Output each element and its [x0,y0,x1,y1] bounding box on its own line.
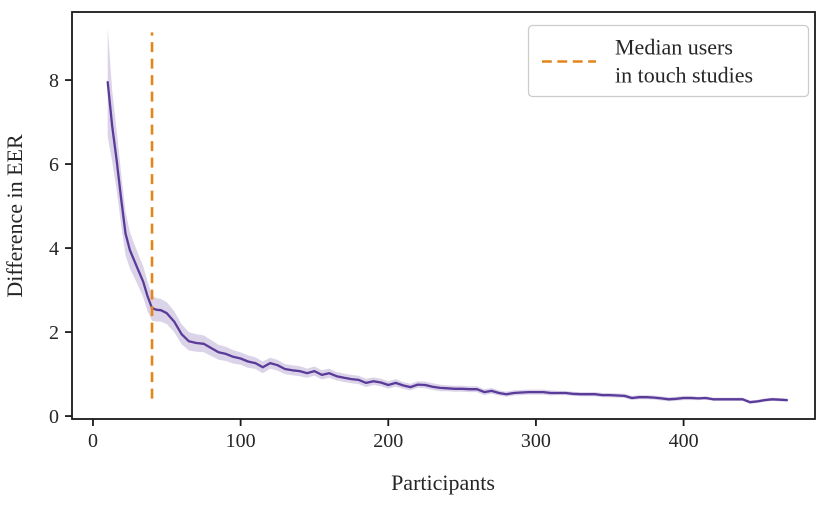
x-tick-label: 0 [88,430,98,452]
x-tick-label: 400 [669,430,699,452]
y-tick-label: 0 [49,406,59,428]
y-axis-tick-labels: 0 2 4 6 8 [49,70,59,428]
x-tick-label: 100 [226,430,256,452]
y-tick-label: 6 [49,154,59,176]
x-tick-label: 200 [373,430,403,452]
y-axis-label: Difference in EER [2,134,27,298]
x-axis-label: Participants [391,470,495,495]
y-axis-ticks [65,79,72,417]
legend: Median users in touch studies [527,24,810,98]
axes-spines [71,11,816,420]
y-tick-label: 4 [49,238,59,260]
x-axis-tick-labels: 0 100 200 300 400 [88,430,699,452]
x-axis-ticks [92,419,685,426]
legend-label-line1: Median users [615,35,733,60]
series-line [106,80,789,404]
y-tick-label: 2 [49,322,59,344]
legend-label-line2: in touch studies [615,63,753,88]
x-tick-label: 300 [521,430,551,452]
y-tick-label: 8 [49,70,59,92]
legend-box [527,24,810,98]
